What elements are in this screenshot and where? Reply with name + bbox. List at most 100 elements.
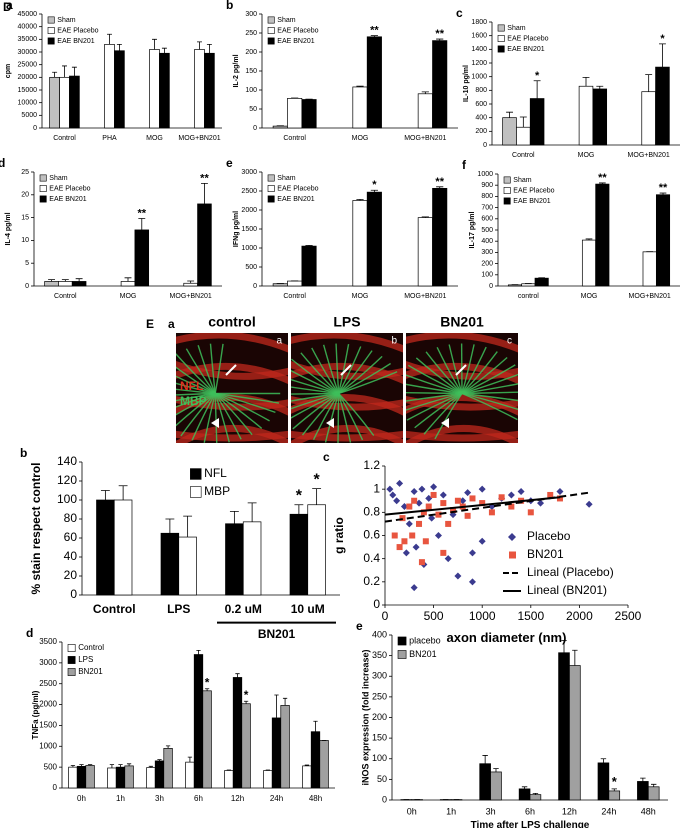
y-tick-label: 2000 <box>241 207 257 214</box>
x-tick-label: MOG <box>581 293 598 300</box>
bar <box>432 40 448 129</box>
point <box>439 491 447 499</box>
legend-swatch <box>267 37 275 45</box>
mbp-fiber <box>337 393 352 443</box>
x-tick-label: 1500 <box>517 609 544 623</box>
y-tick-label: 1400 <box>471 46 487 53</box>
bar <box>76 765 87 789</box>
bar <box>146 767 156 789</box>
panel-label: a <box>6 0 13 12</box>
error-bar <box>109 764 115 768</box>
y-tick-label: 1500 <box>241 226 257 233</box>
y-tick-label: 15 <box>21 214 29 221</box>
error-bar <box>118 485 128 500</box>
mbp-fiber <box>461 344 475 394</box>
x-tick-label: MOG <box>352 135 369 142</box>
mbp-fiber <box>197 345 216 394</box>
bar <box>225 523 244 596</box>
bar <box>592 88 608 146</box>
bar <box>232 677 243 789</box>
mbp-fiber <box>312 393 340 440</box>
legend-label: BN201 <box>527 547 564 561</box>
legend-swatch <box>190 468 202 480</box>
mbp-fiber <box>322 344 340 394</box>
bar <box>271 717 282 789</box>
error-bar <box>282 697 288 706</box>
point <box>386 485 394 493</box>
mbp-fiber <box>338 355 383 395</box>
mbp-fiber <box>215 392 276 414</box>
bar <box>608 790 621 801</box>
error-bar <box>600 758 607 763</box>
point <box>464 489 472 497</box>
error-bar <box>187 756 193 763</box>
y-tick-label: 0 <box>33 125 37 132</box>
bar <box>287 98 303 129</box>
y-tick-label: 20 <box>64 568 78 582</box>
mbp-fiber <box>324 393 340 443</box>
point <box>405 520 413 528</box>
error-bar <box>157 759 162 761</box>
error-bar <box>493 768 499 772</box>
y-tick-label: 25 <box>21 169 29 176</box>
nfl-band <box>176 425 288 443</box>
x-tick-label: 12h <box>231 794 244 803</box>
bar <box>193 654 204 789</box>
y-axis-label: cpm <box>5 64 12 78</box>
y-tick-label: 35000 <box>18 36 38 43</box>
y-tick-label: 15000 <box>18 87 38 94</box>
mbp-fiber <box>406 392 463 402</box>
panel-label: f <box>462 158 467 172</box>
y-tick-label: 250 <box>245 30 257 37</box>
error-bar <box>506 111 513 118</box>
point <box>498 494 505 501</box>
mbp-fiber <box>291 392 339 419</box>
mbp-fiber <box>448 344 463 394</box>
legend-swatch <box>497 24 505 32</box>
mbp-fiber <box>337 393 340 443</box>
bar <box>521 283 536 287</box>
x-tick-label: MOG <box>352 293 369 300</box>
section-label: E <box>146 317 154 331</box>
y-tick-label: 0 <box>253 283 257 290</box>
arrow <box>455 364 467 376</box>
x-tick-label: 48h <box>309 794 322 803</box>
x-tick-label: 48h <box>641 806 656 816</box>
y-tick-label: 20 <box>21 192 29 199</box>
x-tick-label: MOG+BN201 <box>404 135 446 142</box>
mbp-fiber <box>407 364 463 395</box>
y-axis-label: IL-17 pg/ml <box>469 211 476 248</box>
point <box>450 507 457 514</box>
x-tick-label: control <box>518 293 539 300</box>
point <box>389 491 397 499</box>
nfl-band <box>406 333 518 353</box>
mbp-fiber <box>461 392 518 421</box>
x-tick-label: 6h <box>525 806 535 816</box>
bar <box>194 49 205 129</box>
y-tick-label: 900 <box>481 182 493 189</box>
y-tick-label: 600 <box>481 216 493 223</box>
y-tick-label: 400 <box>481 238 493 245</box>
mbp-fiber <box>461 383 518 395</box>
y-tick-label: 1000 <box>477 171 493 178</box>
point <box>445 520 452 527</box>
y-tick-label: 0 <box>489 283 493 290</box>
y-tick-label: 2500 <box>39 679 57 688</box>
significance-label: * <box>296 488 303 505</box>
x-tick-label: 2500 <box>615 609 642 623</box>
x-tick-label: Control <box>93 602 136 616</box>
error-bar <box>75 278 83 282</box>
micrograph-title: LPS <box>333 314 360 330</box>
legend-label: Sham <box>277 175 295 182</box>
mbp-fiber <box>406 383 463 395</box>
legend-label: EAE BN201 <box>513 198 550 205</box>
error-bar <box>640 777 646 782</box>
point <box>418 485 426 493</box>
point <box>478 537 486 545</box>
legend-swatch <box>397 636 407 646</box>
legend-marker <box>508 533 516 541</box>
y-tick-label: 0 <box>53 783 58 792</box>
point <box>428 514 436 522</box>
bar <box>163 748 173 789</box>
mbp-fiber <box>338 362 391 395</box>
